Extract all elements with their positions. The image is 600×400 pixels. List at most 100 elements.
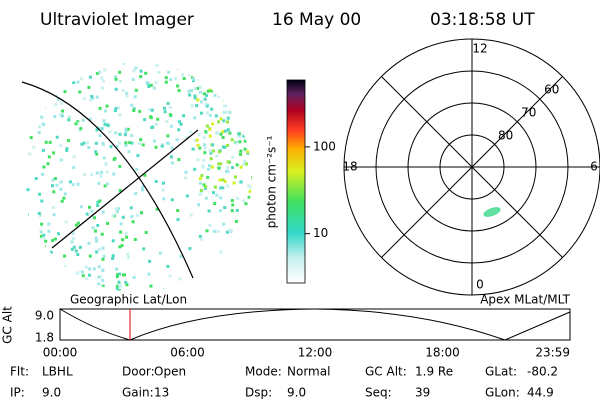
mlt-label: 18	[342, 160, 357, 174]
speckle	[134, 66, 138, 70]
field-label: GLon:	[485, 386, 520, 400]
speckle	[235, 208, 239, 212]
speckle	[35, 252, 38, 256]
speckle	[215, 193, 219, 197]
alt-strip	[59, 308, 571, 341]
speckle	[27, 257, 31, 260]
speckle	[64, 75, 68, 79]
speckle	[200, 276, 204, 279]
speckle	[108, 130, 112, 134]
speckle	[82, 97, 86, 101]
speckle	[196, 86, 199, 90]
speckle	[101, 210, 105, 214]
speckle	[219, 117, 223, 121]
speckle	[103, 68, 107, 72]
speckle	[84, 285, 88, 289]
speckle	[147, 272, 151, 276]
speckle	[61, 274, 65, 277]
speckle	[106, 221, 109, 225]
speckle	[88, 267, 91, 271]
speckle	[168, 113, 172, 117]
speckle	[213, 286, 217, 289]
field-label: Dsp:	[245, 386, 272, 400]
speckle	[92, 267, 96, 271]
speckle	[202, 159, 206, 163]
speckle	[118, 284, 122, 288]
strip-title: Geographic Lat/Lon	[70, 293, 187, 307]
speckle	[43, 245, 46, 249]
speckle	[198, 146, 202, 150]
speckle	[248, 209, 252, 213]
speckle	[221, 178, 225, 182]
speckle	[250, 239, 252, 243]
speckle	[202, 65, 205, 69]
speckle	[72, 155, 76, 159]
speckle	[214, 68, 218, 72]
speckle	[97, 248, 101, 252]
speckle	[124, 232, 128, 236]
speckle	[33, 290, 37, 292]
speckle	[211, 122, 215, 126]
speckle	[217, 288, 221, 292]
speckle	[247, 137, 251, 141]
speckle	[221, 136, 225, 139]
speckle	[169, 124, 173, 128]
speckle	[230, 209, 234, 213]
speckle	[119, 222, 123, 226]
speckle	[229, 82, 233, 85]
speckle	[75, 67, 79, 71]
speckle	[115, 267, 118, 271]
speckle	[111, 254, 115, 258]
speckle	[244, 265, 247, 269]
speckle	[26, 188, 30, 192]
speckle	[219, 186, 223, 190]
speckle	[141, 185, 145, 189]
speckle	[138, 109, 142, 113]
speckle	[88, 273, 91, 277]
speckle	[51, 291, 55, 292]
speckle	[169, 155, 173, 159]
speckle	[76, 182, 80, 186]
speckle	[185, 135, 189, 139]
speckle	[80, 142, 84, 146]
speckle	[202, 143, 206, 147]
speckle	[118, 164, 122, 168]
speckle	[221, 282, 225, 286]
speckle	[38, 214, 42, 218]
speckle	[221, 66, 225, 70]
speckle	[60, 114, 64, 118]
speckle	[120, 244, 124, 248]
speckle	[239, 149, 243, 153]
speckle	[228, 110, 232, 114]
speckle	[90, 95, 94, 98]
speckle	[162, 181, 165, 185]
speckle	[105, 182, 109, 186]
alt-curve	[59, 308, 571, 341]
speckle	[122, 62, 126, 66]
speckle	[117, 207, 120, 211]
speckle	[128, 141, 132, 145]
field-value: 1.9 Re	[415, 365, 453, 379]
speckle	[177, 128, 181, 132]
speckle	[23, 260, 27, 264]
speckle	[41, 262, 45, 266]
polar-spoke	[381, 76, 563, 258]
speckle	[240, 276, 244, 280]
speckle	[132, 107, 136, 111]
speckle	[123, 273, 126, 277]
speckle	[191, 77, 195, 81]
speckle	[118, 70, 122, 74]
speckle	[235, 163, 239, 167]
speckle	[67, 115, 71, 119]
speckle	[231, 203, 235, 207]
speckle	[224, 110, 228, 114]
speckle	[40, 199, 44, 203]
speckle	[198, 234, 202, 238]
speckle	[53, 177, 57, 180]
speckle	[105, 170, 109, 174]
speckle	[226, 144, 230, 147]
speckle	[98, 199, 102, 203]
speckle	[205, 124, 209, 128]
speckle	[130, 141, 134, 145]
speckle	[23, 277, 27, 281]
